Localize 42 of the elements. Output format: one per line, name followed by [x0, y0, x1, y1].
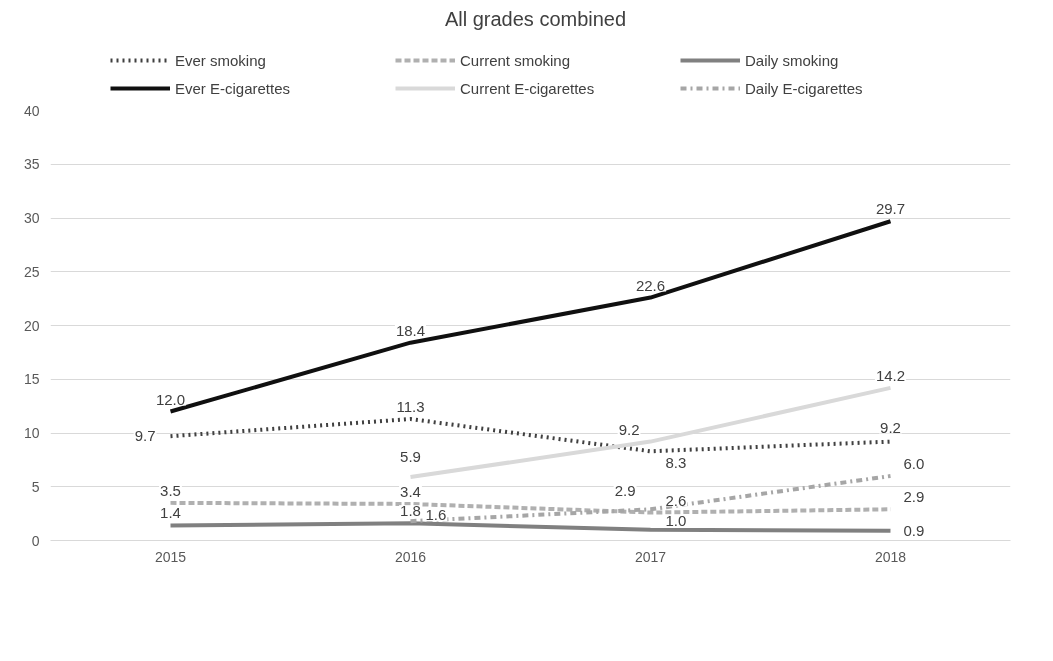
y-tick-label: 15: [23, 371, 40, 388]
data-label: 2.6: [665, 491, 687, 509]
legend-label: Daily smoking: [745, 51, 840, 69]
data-label: 3.4: [400, 482, 421, 500]
legend-label: Current smoking: [460, 51, 572, 69]
data-label: 5.9: [400, 448, 421, 466]
data-label: 1.0: [665, 511, 687, 529]
legend-label: Daily E-cigarettes: [745, 79, 864, 97]
x-tick-label: 2015: [154, 548, 187, 565]
data-label: 18.4: [395, 321, 426, 339]
data-label: 1.4: [160, 504, 181, 522]
y-tick-label: 30: [23, 210, 40, 226]
y-tick-label: 10: [23, 425, 40, 441]
data-label: 14.2: [875, 366, 906, 384]
data-label: 11.3: [396, 398, 425, 416]
data-label: 12.0: [155, 390, 186, 408]
data-label: 3.5: [160, 481, 181, 499]
y-tick-label: 0: [31, 532, 40, 549]
legend-label: Ever E-cigarettes: [175, 79, 292, 97]
y-tick-label: 20: [23, 317, 40, 334]
data-label: 1.8: [400, 502, 421, 520]
x-tick-label: 2017: [634, 548, 667, 565]
data-label: 22.6: [635, 276, 666, 294]
data-label: 1.6: [425, 506, 447, 524]
data-label: 9.2: [880, 418, 901, 436]
chart-title: All grades combined: [444, 7, 627, 30]
data-label: 0.9: [903, 521, 925, 539]
data-label: 9.2: [618, 420, 640, 438]
y-tick-label: 25: [23, 263, 40, 280]
legend-label: Ever smoking: [175, 51, 267, 69]
legend-label: Current E-cigarettes: [460, 79, 596, 97]
data-label: 2.9: [903, 488, 925, 506]
x-tick-label: 2018: [874, 548, 907, 565]
x-tick-label: 2016: [394, 548, 427, 565]
data-label: 29.7: [875, 200, 906, 218]
y-tick-label: 40: [23, 102, 40, 119]
data-label: 6.0: [903, 455, 925, 472]
data-label: 8.3: [665, 454, 687, 472]
data-label: 2.9: [614, 482, 636, 500]
y-tick-label: 5: [31, 478, 40, 495]
data-label: 9.7: [134, 427, 156, 445]
y-tick-label: 35: [23, 156, 40, 173]
